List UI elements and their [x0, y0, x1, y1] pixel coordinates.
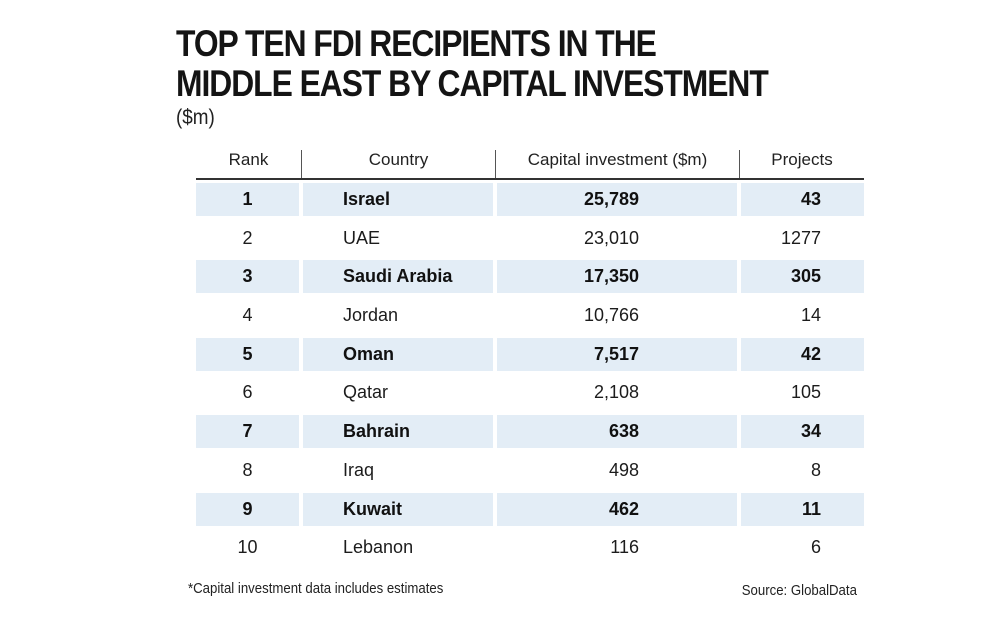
- footnote: *Capital investment data includes estima…: [188, 580, 444, 597]
- investment-cell: 498: [608, 459, 639, 480]
- projects-cell: 43: [741, 183, 864, 216]
- table-row: 1 Israel 25,789 43: [196, 180, 864, 219]
- column-divider: [301, 150, 302, 178]
- investment-cell: 17,350: [497, 260, 737, 294]
- country-cell: Saudi Arabia: [303, 260, 493, 294]
- investment-cell: 7,517: [497, 337, 737, 371]
- data-table: Rank Country Capital investment ($m) Pro…: [196, 148, 864, 567]
- country-cell: Qatar: [343, 382, 389, 403]
- rank-cell: 5: [196, 337, 299, 371]
- column-header-projects: Projects: [771, 150, 833, 169]
- table-row: 10 Lebanon 116 6: [196, 528, 864, 567]
- table-row: 6 Qatar 2,108 105: [196, 373, 864, 412]
- country-cell: Lebanon: [343, 537, 414, 558]
- rank-cell: 8: [242, 459, 253, 480]
- column-header-country: Country: [368, 150, 429, 169]
- projects-cell: 11: [741, 492, 864, 526]
- rank-cell: 10: [237, 537, 258, 558]
- projects-cell: 6: [810, 537, 821, 558]
- rank-cell: 7: [196, 415, 299, 449]
- rank-cell: 3: [196, 260, 299, 294]
- country-cell: Jordan: [343, 305, 399, 326]
- country-cell: Bahrain: [303, 415, 493, 449]
- table-row: 5 Oman 7,517 42: [196, 335, 864, 374]
- rank-cell: 2: [242, 227, 253, 248]
- country-cell: Israel: [303, 183, 493, 216]
- table-row: 7 Bahrain 638 34: [196, 412, 864, 451]
- country-cell: Kuwait: [303, 492, 493, 526]
- table-row: 4 Jordan 10,766 14: [196, 296, 864, 335]
- investment-cell: 25,789: [497, 183, 737, 216]
- rank-cell: 1: [196, 183, 299, 216]
- projects-cell: 105: [790, 382, 821, 403]
- chart-title: TOP TEN FDI RECIPIENTS IN THE MIDDLE EAS…: [176, 23, 769, 104]
- investment-cell: 462: [497, 492, 737, 526]
- country-cell: Oman: [303, 337, 493, 371]
- projects-cell: 14: [800, 305, 821, 326]
- projects-cell: 34: [741, 415, 864, 449]
- country-cell: Iraq: [343, 459, 375, 480]
- investment-cell: 116: [610, 537, 639, 558]
- table-row: 3 Saudi Arabia 17,350 305: [196, 257, 864, 296]
- column-header-investment: Capital investment ($m): [527, 150, 708, 169]
- table-body: 1 Israel 25,789 43 2 UAE 23,010 1277 3 Saudi Arab…: [196, 180, 864, 567]
- projects-cell: 8: [810, 459, 821, 480]
- table-row: 8 Iraq 498 8: [196, 451, 864, 490]
- column-divider: [739, 150, 740, 178]
- rank-cell: 9: [196, 492, 299, 526]
- column-header-rank: Rank: [228, 150, 269, 169]
- investment-cell: 10,766: [583, 305, 639, 326]
- country-cell: UAE: [343, 227, 381, 248]
- projects-cell: 305: [741, 260, 864, 294]
- projects-cell: 42: [741, 337, 864, 371]
- chart-subtitle: ($m): [176, 106, 215, 129]
- column-divider: [495, 150, 496, 178]
- projects-cell: 1277: [780, 227, 821, 248]
- table-row: 9 Kuwait 462 11: [196, 490, 864, 529]
- investment-cell: 638: [497, 415, 737, 449]
- source-note: Source: GlobalData: [741, 582, 857, 599]
- table-row: 2 UAE 23,010 1277: [196, 219, 864, 258]
- investment-cell: 23,010: [583, 227, 639, 248]
- table-header-row: Rank Country Capital investment ($m) Pro…: [196, 148, 864, 180]
- rank-cell: 4: [242, 305, 253, 326]
- rank-cell: 6: [242, 382, 253, 403]
- investment-cell: 2,108: [593, 382, 639, 403]
